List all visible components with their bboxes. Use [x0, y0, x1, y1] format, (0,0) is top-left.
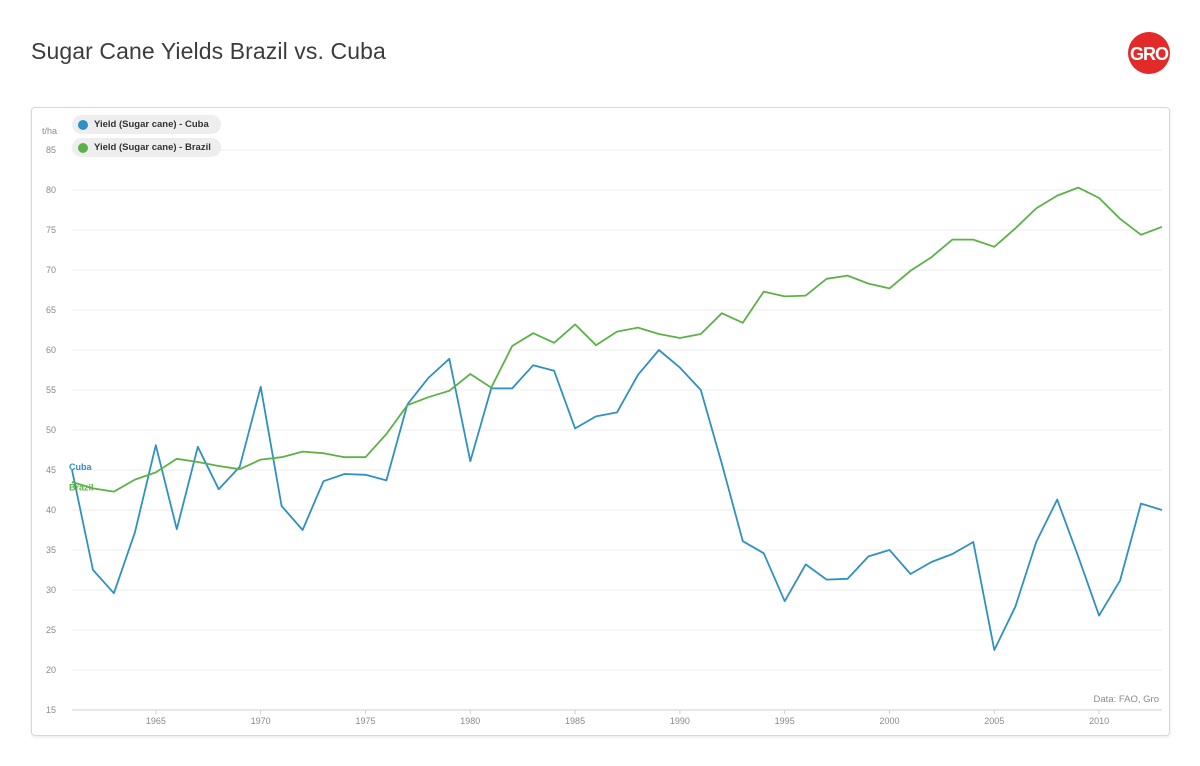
x-tick-label-2010: 2010 [1089, 716, 1109, 726]
y-tick-label-45: 45 [46, 465, 56, 475]
y-tick-label-25: 25 [46, 625, 56, 635]
legend: Yield (Sugar cane) - Cuba Yield (Sugar c… [72, 115, 221, 161]
legend-dot-cuba [78, 119, 88, 130]
y-tick-label-20: 20 [46, 665, 56, 675]
y-tick-label-55: 55 [46, 385, 56, 395]
x-tick-label-1990: 1990 [670, 716, 690, 726]
y-tick-label-75: 75 [46, 225, 56, 235]
legend-label-brazil: Yield (Sugar cane) - Brazil [94, 142, 211, 153]
series-lines [71, 186, 1163, 651]
series-label-cuba: Cuba [69, 462, 92, 472]
gro-logo: GRO [1128, 32, 1170, 74]
y-tick-label-50: 50 [46, 425, 56, 435]
y-tick-label-65: 65 [46, 305, 56, 315]
series-line-brazil[interactable] [71, 186, 1163, 493]
legend-item-brazil[interactable]: Yield (Sugar cane) - Brazil [72, 138, 221, 157]
series-line-cuba[interactable] [71, 349, 1163, 651]
series-end-labels: Cuba Brazil [69, 462, 94, 493]
logo-circle [1128, 32, 1170, 74]
grid-lines [72, 149, 1162, 711]
legend-item-cuba[interactable]: Yield (Sugar cane) - Cuba [72, 115, 221, 134]
source-note: Data: FAO, Gro [1094, 694, 1159, 705]
y-tick-label-85: 85 [46, 145, 56, 155]
axes: 15 20 25 30 35 40 45 50 55 60 65 70 75 80 85 1965 1970 19… [46, 145, 1109, 726]
y-tick-label-15: 15 [46, 705, 56, 715]
yield-chart: 15 20 25 30 35 40 45 50 55 60 65 70 75 80 85 1965 1970 19… [42, 126, 1163, 726]
y-axis-unit-label: t/ha [42, 126, 57, 136]
y-tick-label-30: 30 [46, 585, 56, 595]
legend-label-cuba: Yield (Sugar cane) - Cuba [94, 119, 209, 130]
x-tick-label-1975: 1975 [355, 716, 375, 726]
x-tick-label-2005: 2005 [984, 716, 1004, 726]
series-label-brazil: Brazil [69, 483, 94, 493]
x-tick-label-1985: 1985 [565, 716, 585, 726]
y-tick-label-40: 40 [46, 505, 56, 515]
x-tick-label-1970: 1970 [251, 716, 271, 726]
x-tick-label-1980: 1980 [460, 716, 480, 726]
y-tick-label-80: 80 [46, 185, 56, 195]
page-title: Sugar Cane Yields Brazil vs. Cuba [31, 38, 386, 64]
logo-text: GRO [1130, 44, 1169, 64]
x-tick-label-2000: 2000 [879, 716, 899, 726]
chart-card: 15 20 25 30 35 40 45 50 55 60 65 70 75 80 85 1965 1970 19… [31, 107, 1170, 736]
legend-dot-brazil [78, 142, 88, 153]
x-tick-label-1965: 1965 [146, 716, 166, 726]
y-tick-label-70: 70 [46, 265, 56, 275]
x-tick-label-1995: 1995 [775, 716, 795, 726]
y-tick-label-60: 60 [46, 345, 56, 355]
y-tick-label-35: 35 [46, 545, 56, 555]
